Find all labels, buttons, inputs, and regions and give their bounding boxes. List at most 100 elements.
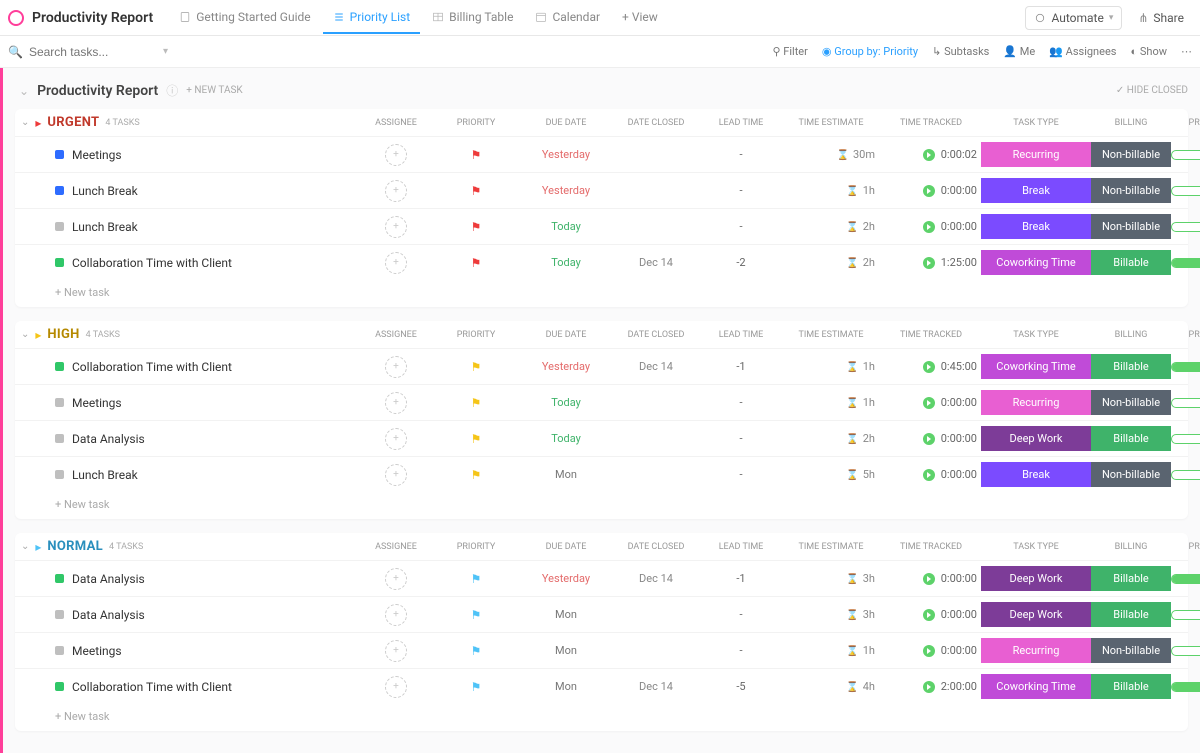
assignee-placeholder[interactable]: +	[385, 252, 407, 274]
play-icon[interactable]	[923, 609, 935, 621]
task-row[interactable]: Lunch Break + ⚑ Today - 2h 0:00:00 Break…	[15, 208, 1188, 244]
due-date[interactable]: Mon	[521, 468, 611, 481]
collapse-icon[interactable]: ⌄	[21, 117, 29, 128]
collapse-icon[interactable]: ⌄	[21, 541, 29, 552]
tab-calendar[interactable]: Calendar	[525, 2, 610, 34]
info-icon[interactable]: ⓘ	[166, 82, 178, 99]
assignee-placeholder[interactable]: +	[385, 216, 407, 238]
task-row[interactable]: Collaboration Time with Client + ⚑ Yeste…	[15, 348, 1188, 384]
hide-closed-button[interactable]: ✓ HIDE CLOSED	[1116, 85, 1188, 96]
due-date[interactable]: Mon	[521, 680, 611, 693]
assignee-placeholder[interactable]: +	[385, 464, 407, 486]
time-estimate[interactable]: 1h	[781, 184, 881, 197]
time-estimate[interactable]: 3h	[781, 572, 881, 585]
task-row[interactable]: Lunch Break + ⚑ Yesterday - 1h 0:00:00 B…	[15, 172, 1188, 208]
task-type-badge[interactable]: Break	[981, 178, 1091, 203]
time-tracked[interactable]: 0:00:00	[881, 220, 981, 233]
status-square-icon[interactable]	[55, 258, 64, 267]
due-date[interactable]: Today	[521, 432, 611, 445]
task-type-badge[interactable]: Deep Work	[981, 566, 1091, 591]
time-tracked[interactable]: 0:00:00	[881, 608, 981, 621]
more-icon[interactable]: ⋯	[1181, 45, 1192, 58]
task-type-badge[interactable]: Recurring	[981, 142, 1091, 167]
due-date[interactable]: Yesterday	[521, 360, 611, 373]
time-estimate[interactable]: 2h	[781, 220, 881, 233]
priority-flag-icon[interactable]: ⚑	[431, 184, 521, 198]
due-date[interactable]: Today	[521, 396, 611, 409]
status-square-icon[interactable]	[55, 362, 64, 371]
time-estimate[interactable]: 2h	[781, 432, 881, 445]
task-type-badge[interactable]: Deep Work	[981, 602, 1091, 627]
task-type-badge[interactable]: Coworking Time	[981, 250, 1091, 275]
task-row[interactable]: Meetings + ⚑ Yesterday - 30m 0:00:02 Rec…	[15, 136, 1188, 172]
time-estimate[interactable]: 30m	[781, 148, 881, 161]
progress-cell[interactable]: 0%	[1171, 186, 1200, 196]
time-tracked[interactable]: 2:00:00	[881, 680, 981, 693]
progress-cell[interactable]: 100%	[1171, 362, 1200, 372]
subtasks-button[interactable]: ↳ Subtasks	[932, 45, 989, 58]
play-icon[interactable]	[923, 645, 935, 657]
status-square-icon[interactable]	[55, 434, 64, 443]
assignee-placeholder[interactable]: +	[385, 180, 407, 202]
time-estimate[interactable]: 1h	[781, 360, 881, 373]
progress-cell[interactable]: 0%	[1171, 610, 1200, 620]
play-icon[interactable]	[923, 257, 935, 269]
time-tracked[interactable]: 0:00:00	[881, 396, 981, 409]
status-square-icon[interactable]	[55, 398, 64, 407]
me-button[interactable]: 👤 Me	[1003, 45, 1035, 58]
new-task-row[interactable]: + New task	[15, 280, 1188, 307]
time-tracked[interactable]: 0:00:00	[881, 572, 981, 585]
task-row[interactable]: Collaboration Time with Client + ⚑ Today…	[15, 244, 1188, 280]
search-input[interactable]	[29, 45, 149, 59]
priority-flag-icon[interactable]: ⚑	[431, 608, 521, 622]
assignee-placeholder[interactable]: +	[385, 568, 407, 590]
new-task-button[interactable]: + NEW TASK	[186, 85, 242, 96]
priority-flag-icon[interactable]: ⚑	[431, 572, 521, 586]
priority-flag-icon[interactable]: ⚑	[431, 468, 521, 482]
progress-cell[interactable]: 100%	[1171, 574, 1200, 584]
due-date[interactable]: Yesterday	[521, 572, 611, 585]
priority-flag-icon[interactable]: ⚑	[431, 220, 521, 234]
tab-priority-list[interactable]: Priority List	[323, 2, 420, 34]
time-estimate[interactable]: 3h	[781, 608, 881, 621]
time-estimate[interactable]: 1h	[781, 644, 881, 657]
task-type-badge[interactable]: Recurring	[981, 638, 1091, 663]
progress-cell[interactable]: 0%	[1171, 646, 1200, 656]
task-row[interactable]: Collaboration Time with Client + ⚑ Mon D…	[15, 668, 1188, 704]
list-expand-icon[interactable]: ⌄	[19, 84, 29, 98]
billing-badge[interactable]: Billable	[1091, 354, 1171, 379]
add-view-button[interactable]: + View	[612, 2, 668, 34]
billing-badge[interactable]: Non-billable	[1091, 142, 1171, 167]
collapse-icon[interactable]: ⌄	[21, 329, 29, 340]
status-square-icon[interactable]	[55, 682, 64, 691]
time-estimate[interactable]: 4h	[781, 680, 881, 693]
task-type-badge[interactable]: Recurring	[981, 390, 1091, 415]
time-tracked[interactable]: 0:00:00	[881, 644, 981, 657]
search-chevron-icon[interactable]: ▾	[163, 46, 168, 57]
play-icon[interactable]	[923, 221, 935, 233]
assignee-placeholder[interactable]: +	[385, 604, 407, 626]
billing-badge[interactable]: Billable	[1091, 674, 1171, 699]
billing-badge[interactable]: Non-billable	[1091, 214, 1171, 239]
task-row[interactable]: Meetings + ⚑ Today - 1h 0:00:00 Recurrin…	[15, 384, 1188, 420]
time-tracked[interactable]: 1:25:00	[881, 256, 981, 269]
play-icon[interactable]	[923, 361, 935, 373]
time-tracked[interactable]: 0:00:02	[881, 148, 981, 161]
task-type-badge[interactable]: Break	[981, 462, 1091, 487]
status-square-icon[interactable]	[55, 646, 64, 655]
assignees-button[interactable]: 👥 Assignees	[1049, 45, 1116, 58]
time-estimate[interactable]: 2h	[781, 256, 881, 269]
progress-cell[interactable]: 0%	[1171, 434, 1200, 444]
due-date[interactable]: Mon	[521, 608, 611, 621]
task-type-badge[interactable]: Deep Work	[981, 426, 1091, 451]
time-tracked[interactable]: 0:00:00	[881, 184, 981, 197]
progress-cell[interactable]: 100%	[1171, 682, 1200, 692]
progress-cell[interactable]: 0%	[1171, 150, 1200, 160]
play-icon[interactable]	[923, 397, 935, 409]
billing-badge[interactable]: Billable	[1091, 566, 1171, 591]
due-date[interactable]: Yesterday	[521, 148, 611, 161]
task-row[interactable]: Meetings + ⚑ Mon - 1h 0:00:00 Recurring …	[15, 632, 1188, 668]
task-row[interactable]: Data Analysis + ⚑ Yesterday Dec 14 -1 3h…	[15, 560, 1188, 596]
status-square-icon[interactable]	[55, 610, 64, 619]
assignee-placeholder[interactable]: +	[385, 356, 407, 378]
